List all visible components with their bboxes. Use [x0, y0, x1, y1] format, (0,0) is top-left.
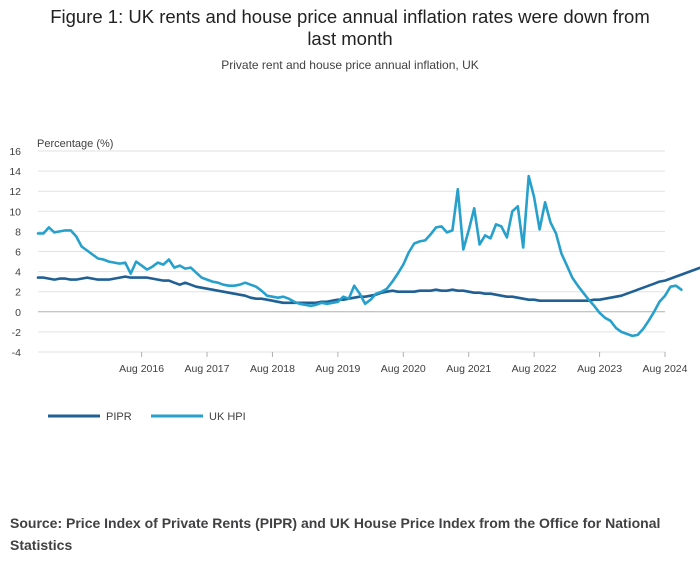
gridlines: [38, 150, 665, 353]
series-line-uk-hpi: [36, 174, 683, 338]
chart-title-line-2: last month: [307, 28, 393, 49]
series-lines: [36, 174, 700, 338]
y-tick-label: 14: [9, 166, 21, 178]
y-tick-label: 0: [15, 307, 21, 319]
x-tick-label: Aug 2020: [381, 363, 426, 375]
legend-label: UK HPI: [209, 411, 246, 423]
legend: PIPR UK HPI: [48, 411, 246, 423]
y-tick-label: 16: [9, 146, 21, 158]
series-line-pipr: [36, 266, 700, 305]
y-tick-label: 8: [15, 226, 21, 238]
x-tick-label: Aug 2016: [119, 363, 164, 375]
y-tick-label: 4: [15, 267, 21, 279]
chart-title-line-1: Figure 1: UK rents and house price annua…: [50, 6, 650, 27]
x-tick-label: Aug 2022: [512, 363, 557, 375]
chart-subtitle: Private rent and house price annual infl…: [221, 58, 479, 72]
x-tick-label: Aug 2019: [315, 363, 360, 375]
source-note: Source: Price Index of Private Rents (PI…: [10, 515, 661, 553]
y-tick-label: -2: [12, 327, 21, 339]
chart-title: Figure 1: UK rents and house price annua…: [0, 6, 700, 50]
x-tick-label: Aug 2024: [643, 363, 688, 375]
x-tick-label: Aug 2021: [446, 363, 491, 375]
x-tick-label: Aug 2017: [185, 363, 230, 375]
y-tick-label: 6: [15, 247, 21, 259]
y-tick-label: 2: [15, 287, 21, 299]
y-tick-label: 10: [9, 206, 21, 218]
x-tick-label: Aug 2018: [250, 363, 295, 375]
y-axis-label: Percentage (%): [37, 138, 113, 150]
x-axis-ticks: Aug 2016 Aug 2017 Aug 2018 Aug 2019 Aug 2020…: [119, 352, 688, 375]
y-tick-label: -4: [12, 347, 21, 359]
x-tick-label: Aug 2023: [577, 363, 622, 375]
y-tick-label: 12: [9, 186, 21, 198]
y-axis-ticks: -4 -2 0 2 4 6 8 10 12 14 16: [9, 146, 21, 359]
legend-label: PIPR: [106, 411, 132, 423]
